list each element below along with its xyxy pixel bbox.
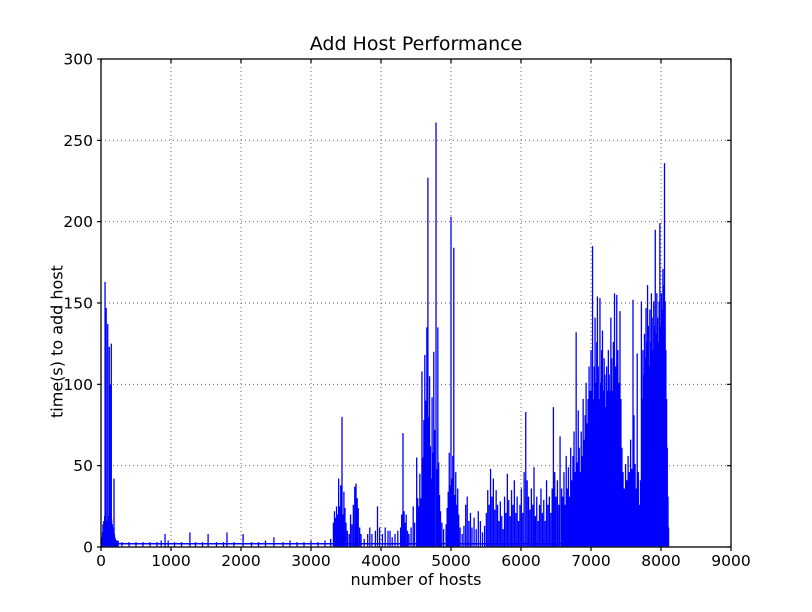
plot-frame — [100, 58, 732, 548]
y-tick-label: 250 — [63, 132, 93, 150]
x-tick-label: 0 — [96, 552, 106, 570]
x-tick-label: 9000 — [711, 552, 750, 570]
y-tick-label: 200 — [63, 213, 93, 231]
y-tick-label: 100 — [63, 376, 93, 394]
x-tick-label: 7000 — [571, 552, 610, 570]
x-tick-label: 5000 — [431, 552, 470, 570]
x-tick-label: 3000 — [291, 552, 330, 570]
series-spikes — [100, 122, 670, 547]
x-tick-label: 2000 — [221, 552, 260, 570]
x-tick-label: 8000 — [641, 552, 680, 570]
x-axis-label: number of hosts — [350, 570, 482, 589]
chart-title: Add Host Performance — [309, 33, 523, 55]
x-tick-label: 6000 — [501, 552, 540, 570]
y-tick-label: 300 — [63, 51, 93, 69]
x-tick-label: 1000 — [151, 552, 190, 570]
y-tick-label: 50 — [73, 457, 93, 475]
x-tick-label: 4000 — [361, 552, 400, 570]
y-tick-label: 0 — [83, 539, 93, 557]
y-axis-label: time(s) to add host — [47, 265, 67, 418]
y-tick-label: 150 — [63, 295, 93, 313]
